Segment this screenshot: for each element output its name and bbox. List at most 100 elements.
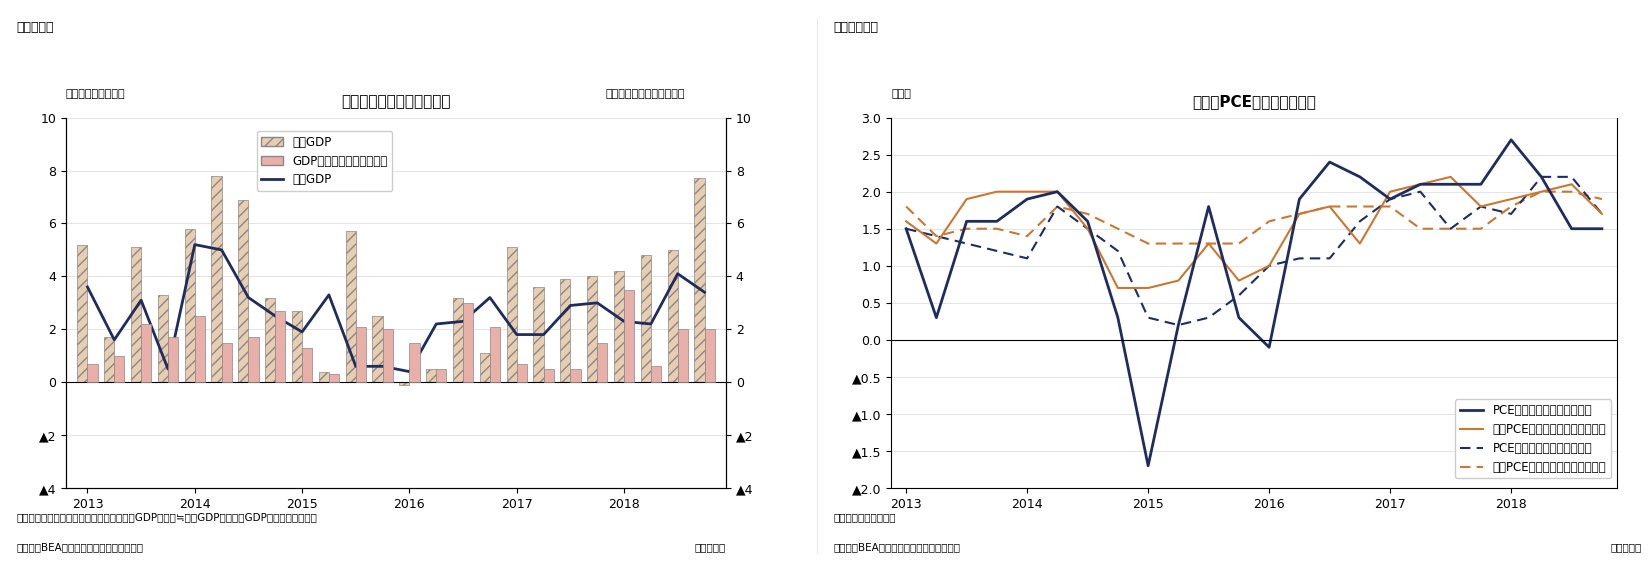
実質GDP [318, 292, 338, 299]
Text: （前期比年率、％）: （前期比年率、％） [66, 89, 125, 99]
PCE価格指数（前期比年率） [1077, 218, 1097, 225]
Text: （％）: （％） [891, 89, 911, 99]
PCE価格指数（前期比年率） [1379, 196, 1399, 203]
Legend: PCE価格指数（前期比年率）, コアPCE価格指数（前期比年率）, PCE価格指数（前年同期比）, コアPCE価格指数（前年同期比）: PCE価格指数（前期比年率）, コアPCE価格指数（前期比年率）, PCE価格指… [1455, 399, 1610, 479]
実質GDP [346, 363, 366, 370]
Bar [640, 255, 650, 382]
コアPCE価格指数（前期比年率） [1320, 203, 1340, 210]
PCE価格指数（前期比年率） [957, 218, 977, 225]
コアPCE価格指数（前期比年率） [1440, 173, 1460, 181]
コアPCE価格指数（前期比年率） [1502, 196, 1521, 203]
Bar [87, 363, 97, 382]
コアPCE価格指数（前年同期比） [1016, 233, 1038, 240]
PCE価格指数（前期比年率） [1198, 203, 1218, 210]
PCE価格指数（前期比年率） [1472, 181, 1492, 188]
コアPCE価格指数（前期比年率） [896, 218, 916, 225]
Bar [678, 329, 688, 382]
PCE価格指数（前期比年率） [1109, 314, 1129, 321]
コアPCE価格指数（前期比年率） [987, 188, 1006, 195]
Bar [328, 375, 340, 382]
PCE価格指数（前期比年率） [1561, 225, 1581, 232]
コアPCE価格指数（前年同期比） [1350, 203, 1369, 210]
Line: コアPCE価格指数（前期比年率）: コアPCE価格指数（前期比年率） [906, 177, 1602, 288]
Bar [168, 338, 178, 382]
実質GDP [426, 320, 446, 328]
実質GDP [239, 294, 259, 301]
コアPCE価格指数（前期比年率） [1350, 240, 1369, 247]
Bar [507, 248, 516, 382]
PCE価格指数（前年同期比） [1138, 314, 1158, 321]
Bar [597, 342, 607, 382]
Bar [399, 382, 409, 385]
Bar [452, 298, 464, 382]
PCE価格指数（前期比年率） [987, 218, 1006, 225]
PCE価格指数（前年同期比） [1320, 255, 1340, 262]
実質GDP [373, 363, 393, 370]
PCE価格指数（前期比年率） [1168, 322, 1188, 329]
コアPCE価格指数（前年同期比） [1109, 225, 1129, 232]
コアPCE価格指数（前年同期比） [1198, 240, 1218, 247]
PCE価格指数（前年同期比） [1077, 225, 1097, 232]
コアPCE価格指数（前年同期比） [1411, 225, 1431, 232]
Bar [650, 366, 662, 382]
コアPCE価格指数（前期比年率） [1290, 211, 1310, 218]
実質GDP [454, 318, 474, 325]
Legend: 名目GDP, GDPデフレータ（右逆軸）, 実質GDP: 名目GDP, GDPデフレータ（右逆軸）, 実質GDP [257, 131, 393, 191]
コアPCE価格指数（前期比年率） [1411, 181, 1431, 188]
コアPCE価格指数（前期比年率） [1592, 211, 1612, 218]
PCE価格指数（前年同期比） [1531, 173, 1551, 181]
実質GDP [266, 312, 285, 319]
Line: コアPCE価格指数（前年同期比）: コアPCE価格指数（前年同期比） [906, 192, 1602, 243]
コアPCE価格指数（前年同期比） [1531, 188, 1551, 195]
Title: 米国のPCE価格指数伸び率: 米国のPCE価格指数伸び率 [1191, 95, 1317, 109]
Bar [464, 303, 474, 382]
Bar [426, 369, 436, 382]
コアPCE価格指数（前期比年率） [1531, 188, 1551, 195]
Bar [668, 250, 678, 382]
コアPCE価格指数（前年同期比） [1229, 240, 1249, 247]
コアPCE価格指数（前期比年率） [1016, 188, 1038, 195]
PCE価格指数（前期比年率） [1138, 462, 1158, 469]
実質GDP [211, 246, 231, 253]
PCE価格指数（前年同期比） [957, 240, 977, 247]
コアPCE価格指数（前年同期比） [1138, 240, 1158, 247]
Bar [266, 298, 276, 382]
コアPCE価格指数（前年同期比） [1168, 240, 1188, 247]
Bar [695, 179, 705, 382]
コアPCE価格指数（前年同期比） [957, 225, 977, 232]
PCE価格指数（前期比年率） [1502, 136, 1521, 143]
PCE価格指数（前年同期比） [1379, 196, 1399, 203]
Bar [185, 229, 195, 382]
Bar [490, 327, 500, 382]
PCE価格指数（前年同期比） [927, 233, 947, 240]
Text: （図表１０）: （図表１０） [833, 21, 878, 34]
Bar [516, 363, 526, 382]
Line: PCE価格指数（前年同期比）: PCE価格指数（前年同期比） [906, 177, 1602, 325]
コアPCE価格指数（前期比年率） [1168, 277, 1188, 284]
コアPCE価格指数（前年同期比） [1320, 203, 1340, 210]
Text: （資料）BEAよりニッセイ基礎研究所作成: （資料）BEAよりニッセイ基礎研究所作成 [16, 542, 144, 552]
Bar [221, 342, 231, 382]
PCE価格指数（前年同期比） [896, 225, 916, 232]
Line: PCE価格指数（前期比年率）: PCE価格指数（前期比年率） [906, 140, 1602, 466]
PCE価格指数（前年同期比） [1198, 314, 1218, 321]
Text: （注）季節調整済系列: （注）季節調整済系列 [833, 512, 896, 522]
Bar [318, 372, 328, 382]
PCE価格指数（前年同期比） [1229, 292, 1249, 299]
Bar [705, 329, 714, 382]
実質GDP [668, 270, 688, 278]
Bar [292, 310, 302, 382]
実質GDP [399, 368, 419, 375]
Bar [561, 279, 571, 382]
Title: 米国の名目と実質の成長率: 米国の名目と実質の成長率 [342, 95, 450, 109]
実質GDP [614, 318, 634, 325]
Bar [238, 200, 249, 382]
Text: （図表９）: （図表９） [16, 21, 54, 34]
PCE価格指数（前年同期比） [987, 248, 1006, 255]
Bar [614, 271, 624, 382]
実質GDP [185, 241, 205, 248]
Bar [373, 316, 383, 382]
Text: （資料）BEAよりニッセイ基礎研究所作成: （資料）BEAよりニッセイ基礎研究所作成 [833, 542, 960, 552]
Bar [158, 295, 168, 382]
コアPCE価格指数（前期比年率） [1138, 285, 1158, 292]
